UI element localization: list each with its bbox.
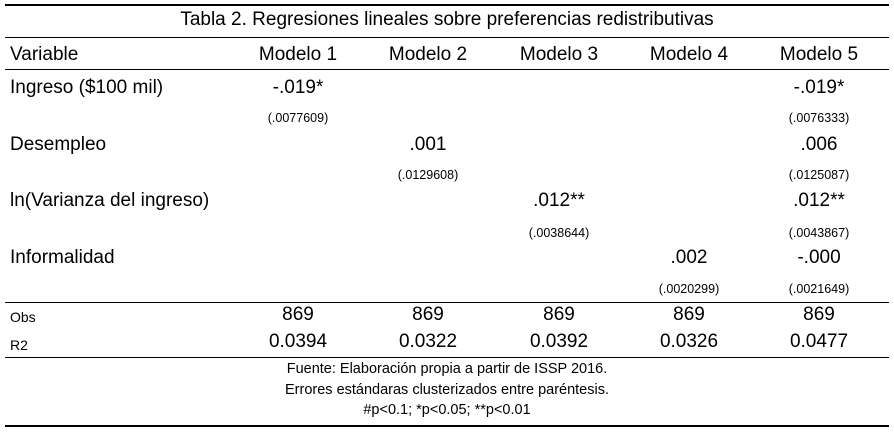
header-variable: Variable xyxy=(10,44,79,65)
header-model-4: Modelo 4 xyxy=(649,44,729,65)
row-label-ingreso: Ingreso ($100 mil) xyxy=(10,77,164,98)
stat-r2-m1: 0.0394 xyxy=(268,331,328,352)
header-rule xyxy=(5,69,889,70)
header-model-1: Modelo 1 xyxy=(258,44,338,65)
se-ingreso-m5: (.0076333) xyxy=(788,111,850,125)
header-model-2: Modelo 2 xyxy=(388,44,468,65)
stat-r2-m3: 0.0392 xyxy=(529,331,589,352)
se-informalidad-m5: (.0021649) xyxy=(788,282,850,296)
coef-ingreso-m1: -.019* xyxy=(272,77,324,98)
header-model-3: Modelo 3 xyxy=(519,44,599,65)
stat-r2-m2: 0.0322 xyxy=(398,331,458,352)
se-informalidad-m4: (.0020299) xyxy=(658,282,720,296)
stat-obs-m1: 869 xyxy=(282,304,314,325)
bottom-rule xyxy=(5,425,889,427)
se-ln-varianza-m5: (.0043867) xyxy=(788,226,850,240)
stat-label-r2: R2 xyxy=(10,337,28,353)
coef-ingreso-m5: -.019* xyxy=(793,77,845,98)
se-ln-varianza-m3: (.0038644) xyxy=(528,226,590,240)
coef-ln-varianza-m5: .012** xyxy=(793,190,845,211)
se-ingreso-m1: (.0077609) xyxy=(267,111,329,125)
stat-obs-m5: 869 xyxy=(803,304,835,325)
note-source: Fuente: Elaboración propia a partir de I… xyxy=(286,361,608,377)
row-label-desempleo: Desempleo xyxy=(10,134,107,155)
stat-r2-m5: 0.0477 xyxy=(789,331,849,352)
stat-obs-m4: 869 xyxy=(673,304,705,325)
stats-rule xyxy=(5,302,889,303)
stat-r2-m4: 0.0326 xyxy=(659,331,719,352)
coef-desempleo-m5: .006 xyxy=(800,134,838,155)
coef-informalidad-m5: -.000 xyxy=(797,247,841,268)
row-label-informalidad: Informalidad xyxy=(10,247,115,268)
top-rule xyxy=(5,4,889,6)
title-rule xyxy=(5,37,889,38)
se-desempleo-m5: (.0125087) xyxy=(788,168,850,182)
coef-desempleo-m2: .001 xyxy=(409,134,447,155)
notes-rule xyxy=(5,357,889,358)
row-label-ln-varianza: ln(Varianza del ingreso) xyxy=(10,190,210,211)
note-significance: #p<0.1; *p<0.05; **p<0.01 xyxy=(363,402,531,418)
stat-obs-m2: 869 xyxy=(412,304,444,325)
table-title: Tabla 2. Regresiones lineales sobre pref… xyxy=(180,9,714,30)
header-model-5: Modelo 5 xyxy=(779,44,859,65)
coef-informalidad-m4: .002 xyxy=(670,247,708,268)
stat-label-obs: Obs xyxy=(10,309,36,325)
se-desempleo-m2: (.0129608) xyxy=(397,168,459,182)
note-errors: Errores estándaras clusterizados entre p… xyxy=(285,382,609,398)
stat-obs-m3: 869 xyxy=(543,304,575,325)
coef-ln-varianza-m3: .012** xyxy=(533,190,585,211)
